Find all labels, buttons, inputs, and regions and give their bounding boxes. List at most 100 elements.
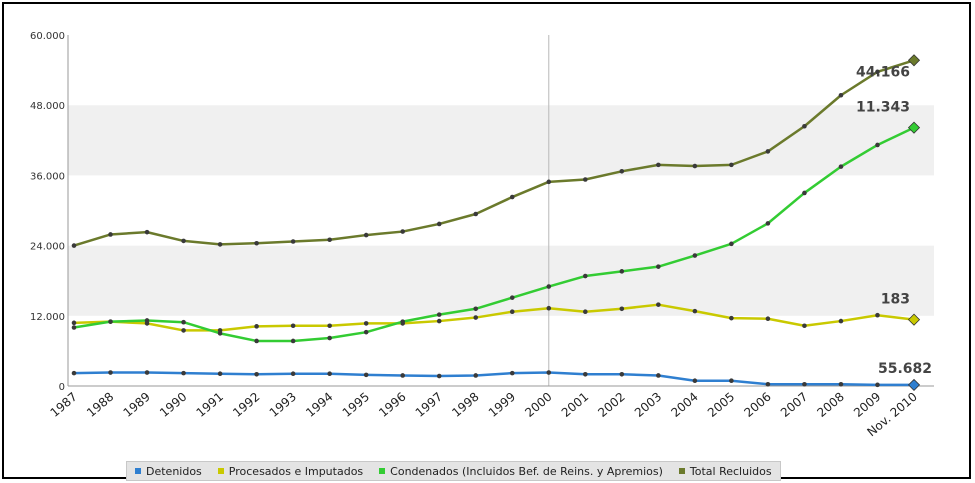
- data-point: [509, 295, 515, 300]
- data-point: [400, 373, 405, 378]
- grid-band: [68, 35, 934, 106]
- data-point: [473, 211, 479, 217]
- data-point: [108, 370, 113, 375]
- data-point: [181, 238, 186, 244]
- value-annotation: 11.343: [856, 100, 910, 116]
- series-end-marker: [907, 378, 921, 391]
- data-point: [144, 318, 150, 323]
- x-tick-label: 1990: [157, 390, 189, 420]
- data-point: [802, 381, 807, 387]
- grid-band: [68, 175, 934, 246]
- data-point: [254, 338, 259, 344]
- data-point: [327, 237, 332, 243]
- data-point: [290, 323, 296, 329]
- grid-band: [68, 245, 934, 316]
- data-point: [400, 319, 405, 324]
- data-point: [838, 164, 844, 169]
- series-line: [73, 371, 915, 387]
- data-point: [583, 372, 588, 377]
- y-tick-label: 0: [59, 382, 65, 393]
- x-tick-label: 2000: [522, 390, 554, 420]
- data-point: [181, 370, 186, 376]
- data-point: [254, 324, 259, 329]
- x-tick-label: 2008: [814, 390, 846, 420]
- data-point: [692, 253, 698, 258]
- data-point: [619, 372, 625, 377]
- x-tick-label: 1997: [413, 390, 445, 420]
- data-point: [254, 372, 259, 377]
- data-point: [765, 381, 771, 387]
- data-point: [509, 309, 515, 315]
- data-point: [619, 269, 625, 274]
- legend-swatch-icon: [379, 468, 386, 474]
- data-point: [656, 302, 661, 307]
- data-point: [619, 169, 625, 174]
- data-point: [875, 312, 880, 318]
- x-tick-label: 1993: [267, 390, 299, 420]
- data-point: [692, 378, 698, 384]
- data-point: [144, 370, 150, 375]
- data-point: [71, 243, 77, 248]
- data-point: [729, 241, 734, 247]
- data-point: [290, 338, 296, 344]
- data-point: [802, 323, 807, 329]
- data-point: [71, 370, 77, 376]
- data-point: [108, 232, 113, 237]
- data-point: [473, 373, 479, 378]
- legend-label: Procesados e Imputados: [228, 464, 364, 478]
- x-tick-label: 2001: [559, 390, 591, 420]
- data-point: [875, 69, 880, 75]
- data-point: [875, 382, 880, 388]
- legend-swatch-icon: [135, 468, 141, 474]
- x-tick-label: 1994: [303, 390, 335, 420]
- data-point: [363, 321, 369, 326]
- data-point: [656, 162, 661, 168]
- data-point: [583, 273, 588, 279]
- data-point: [509, 194, 515, 200]
- data-point: [327, 335, 332, 341]
- data-point: [546, 370, 552, 375]
- data-point: [656, 373, 661, 378]
- value-annotation: 44.166: [856, 64, 910, 80]
- data-point: [217, 331, 223, 336]
- data-point: [838, 318, 844, 324]
- data-point: [765, 149, 771, 154]
- x-tick-label: 1991: [194, 390, 226, 420]
- x-tick-label: 1989: [121, 390, 153, 420]
- data-point: [181, 328, 186, 333]
- data-point: [692, 163, 698, 169]
- x-tick-label: 2009: [851, 390, 883, 420]
- data-point: [509, 370, 515, 376]
- x-tick-label: 1998: [449, 390, 481, 420]
- data-point: [546, 305, 552, 311]
- data-point: [144, 229, 150, 235]
- data-point: [363, 232, 369, 238]
- data-point: [290, 371, 296, 377]
- data-point: [363, 329, 369, 335]
- data-point: [729, 378, 734, 384]
- data-point: [546, 284, 552, 289]
- grid-band: [68, 105, 934, 176]
- data-point: [765, 316, 771, 322]
- data-point: [71, 325, 77, 330]
- x-tick-label: 2005: [705, 390, 737, 420]
- data-point: [729, 162, 734, 168]
- data-point: [290, 239, 296, 244]
- data-point: [546, 179, 552, 185]
- value-annotation: 55.682: [878, 361, 932, 377]
- y-tick-label: 48.000: [30, 101, 65, 112]
- x-tick-label: 2006: [741, 390, 773, 420]
- data-point: [802, 190, 807, 196]
- legend-label: Condenados (Incluidos Bef. de Reins. y A…: [390, 464, 663, 478]
- data-point: [765, 221, 771, 226]
- data-point: [875, 142, 880, 148]
- data-point: [729, 315, 734, 321]
- data-point: [692, 308, 698, 314]
- data-point: [838, 381, 844, 387]
- y-tick-label: 60.000: [30, 31, 65, 42]
- legend-label: Total Recluidos: [689, 464, 772, 478]
- data-point: [619, 306, 625, 312]
- data-point: [583, 177, 588, 182]
